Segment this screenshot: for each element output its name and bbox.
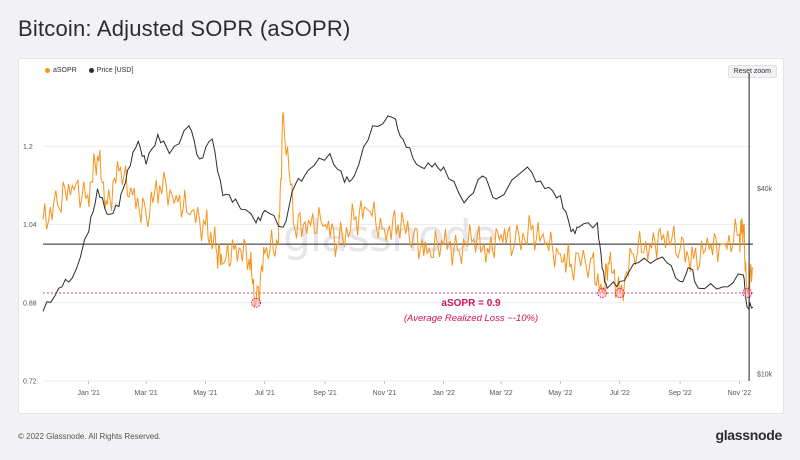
highlight-circle bbox=[614, 288, 625, 298]
chart-svg: glassnode 0.72 0.88 1.04 1.2 $10k $40k Jan '… bbox=[23, 73, 773, 397]
x-tick-label: May '21 bbox=[193, 390, 217, 397]
y-tick-label-left: 1.2 bbox=[23, 144, 33, 151]
footer-brand-logo: glassnode bbox=[715, 427, 782, 443]
x-tick-label: Sep '22 bbox=[668, 390, 692, 397]
x-tick-label: Jul '21 bbox=[255, 390, 275, 397]
annotation-subtitle: (Average Realized Loss ~-10%) bbox=[404, 313, 538, 324]
legend-dot-price bbox=[88, 68, 94, 73]
x-tick-label: Nov '22 bbox=[728, 390, 752, 397]
x-tick-label: Mar '21 bbox=[135, 390, 158, 397]
x-tick-label: Jan '22 bbox=[433, 390, 455, 397]
series-asopr-line bbox=[42, 112, 754, 307]
x-axis: Jan '21 Mar '21 May '21 Jul '21 Sep '21 Nov '… bbox=[78, 381, 752, 397]
series-price-line bbox=[42, 115, 754, 312]
y-tick-label-left: 0.88 bbox=[23, 300, 37, 307]
x-tick-label: Nov '21 bbox=[373, 390, 397, 397]
x-tick-label: Mar '22 bbox=[490, 390, 513, 397]
legend-item-price[interactable]: Price [USD] bbox=[88, 67, 134, 74]
reset-zoom-button[interactable]: Reset zoom bbox=[727, 65, 777, 78]
highlight-circle bbox=[597, 288, 608, 298]
y-axis-left: 0.72 0.88 1.04 1.2 bbox=[23, 144, 37, 386]
x-tick-label: Sep '21 bbox=[313, 390, 337, 397]
legend-dot-asopr bbox=[45, 68, 50, 73]
annotation-title: aSOPR = 0.9 bbox=[441, 298, 501, 309]
y-tick-label-right: $10k bbox=[757, 372, 773, 379]
highlight-points bbox=[251, 288, 753, 308]
y-tick-label-left: 1.04 bbox=[23, 222, 37, 229]
x-tick-label: May '22 bbox=[548, 390, 572, 397]
highlight-circle bbox=[251, 297, 261, 308]
y-tick-label-right: $40k bbox=[757, 186, 773, 193]
footer-copyright: © 2022 Glassnode. All Rights Reserved. bbox=[18, 432, 161, 441]
legend-label-asopr: aSOPR bbox=[53, 67, 77, 74]
page-title: Bitcoin: Adjusted SOPR (aSOPR) bbox=[18, 16, 351, 41]
watermark: glassnode bbox=[283, 211, 497, 262]
x-tick-label: Jan '21 bbox=[78, 390, 100, 397]
y-axis-right: $10k $40k bbox=[757, 186, 773, 378]
y-tick-label-left: 0.72 bbox=[23, 379, 37, 386]
legend-label-price: Price [USD] bbox=[96, 67, 134, 74]
chart-card: aSOPR Price [USD] Reset zoom glassnode 0… bbox=[18, 58, 784, 414]
grid-lines bbox=[43, 145, 753, 382]
legend: aSOPR Price [USD] bbox=[45, 67, 133, 74]
x-tick-label: Jul '22 bbox=[610, 390, 630, 397]
highlight-circle bbox=[742, 288, 753, 298]
legend-item-asopr[interactable]: aSOPR bbox=[45, 67, 77, 74]
